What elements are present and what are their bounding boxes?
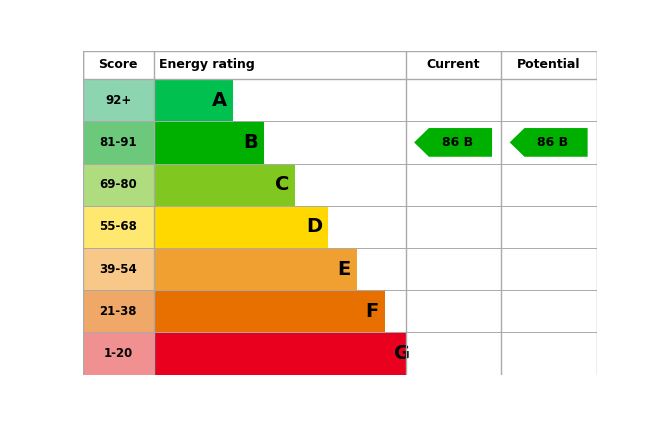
Bar <box>154 79 406 121</box>
Text: 92+: 92+ <box>105 93 131 107</box>
Text: F: F <box>365 302 379 321</box>
Bar <box>154 333 416 375</box>
Bar <box>83 206 154 248</box>
Bar <box>83 121 154 163</box>
Bar <box>406 206 501 248</box>
Bar <box>154 333 406 375</box>
Bar <box>154 163 406 206</box>
Polygon shape <box>414 128 492 157</box>
Bar <box>154 121 265 163</box>
Bar <box>154 248 357 290</box>
Bar <box>154 206 406 248</box>
Bar <box>406 333 501 375</box>
Text: 1-20: 1-20 <box>103 347 133 360</box>
Text: A: A <box>212 91 227 109</box>
Text: C: C <box>274 175 289 194</box>
Bar <box>83 163 154 206</box>
Bar <box>154 290 406 333</box>
Text: D: D <box>306 217 322 236</box>
Text: 86 B: 86 B <box>442 136 473 149</box>
Bar <box>501 79 597 121</box>
Text: 55-68: 55-68 <box>99 220 137 233</box>
Text: G: G <box>394 344 410 363</box>
Bar <box>501 163 597 206</box>
Bar <box>154 79 233 121</box>
Bar <box>83 248 154 290</box>
Bar <box>83 333 154 375</box>
Text: Energy rating: Energy rating <box>159 58 255 71</box>
Bar <box>154 206 328 248</box>
Bar <box>154 163 295 206</box>
Bar <box>501 206 597 248</box>
Bar <box>406 79 501 121</box>
Bar <box>154 248 406 290</box>
Bar <box>406 163 501 206</box>
Bar <box>406 121 501 163</box>
Text: 86 B: 86 B <box>537 136 568 149</box>
Bar <box>501 333 597 375</box>
Text: 81-91: 81-91 <box>99 136 137 149</box>
Text: Potential: Potential <box>517 58 580 71</box>
Text: Current: Current <box>426 58 480 71</box>
Text: B: B <box>243 133 258 152</box>
Text: E: E <box>337 260 351 279</box>
Bar <box>154 290 385 333</box>
Bar <box>406 290 501 333</box>
Polygon shape <box>510 128 587 157</box>
Bar <box>83 290 154 333</box>
Bar <box>406 248 501 290</box>
Text: 21-38: 21-38 <box>99 305 137 318</box>
Text: 69-80: 69-80 <box>99 178 137 191</box>
Text: 39-54: 39-54 <box>99 263 137 276</box>
Text: Score: Score <box>99 58 138 71</box>
Bar <box>83 79 154 121</box>
Bar <box>154 121 406 163</box>
Bar <box>501 290 597 333</box>
Bar <box>501 121 597 163</box>
Bar <box>501 248 597 290</box>
